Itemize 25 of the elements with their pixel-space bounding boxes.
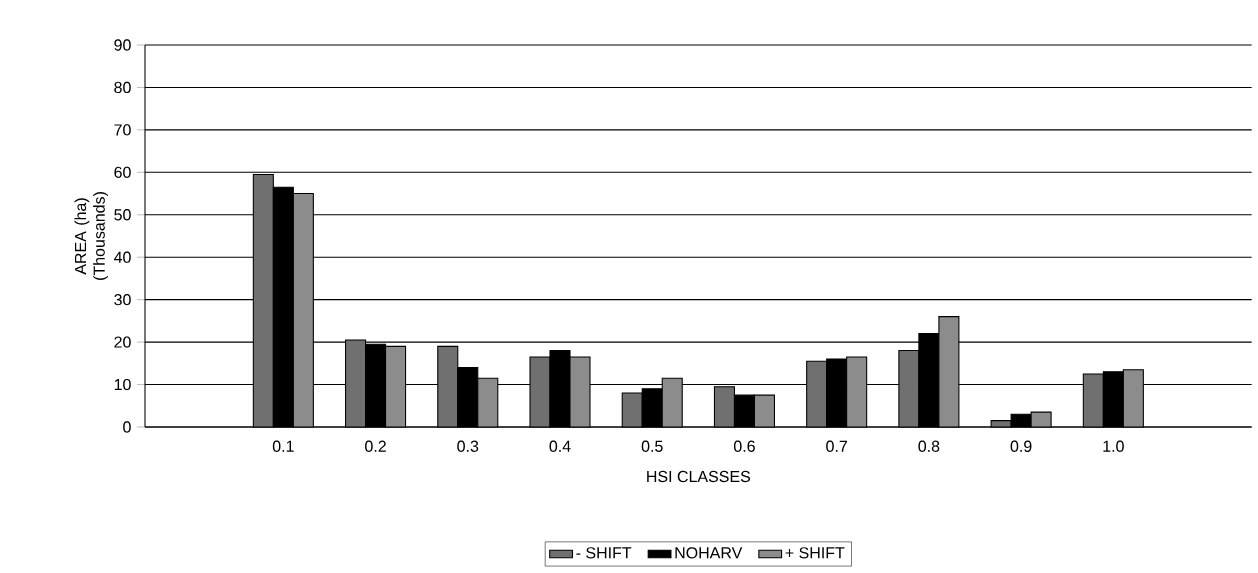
y-tick-label: 90 bbox=[114, 39, 131, 51]
legend-label: + SHIFT bbox=[785, 547, 845, 559]
x-tick-label: 1.0 bbox=[1103, 440, 1124, 452]
x-tick-label: 0.8 bbox=[918, 440, 940, 452]
x-tick-label: 0.3 bbox=[457, 440, 479, 452]
y-tick-label: 0 bbox=[123, 421, 131, 433]
y-tick-label: 80 bbox=[114, 81, 131, 94]
x-axis-title: HSI CLASSES bbox=[647, 470, 751, 483]
y-tick-label: 10 bbox=[114, 378, 131, 391]
x-tick-label: 0.4 bbox=[549, 440, 571, 452]
x-tick-label: 0.9 bbox=[1010, 440, 1032, 452]
y-tick-label: 50 bbox=[114, 209, 131, 221]
x-tick-label: 0.5 bbox=[641, 440, 663, 452]
y-axis-title: AREA (ha) (Thousands) bbox=[74, 192, 108, 280]
y-tick-label: 60 bbox=[114, 166, 131, 178]
y-tick-label: 70 bbox=[114, 124, 131, 136]
legend-label: NOHARV bbox=[675, 547, 743, 559]
legend-label: - SHIFT bbox=[576, 547, 632, 559]
x-tick-label: 0.7 bbox=[826, 440, 847, 452]
y-tick-label: 40 bbox=[113, 251, 131, 263]
x-tick-label: 0.1 bbox=[272, 440, 294, 452]
x-tick-label: 0.2 bbox=[365, 440, 386, 452]
y-tick-label: 20 bbox=[114, 336, 131, 348]
y-tick-label: 30 bbox=[114, 294, 131, 306]
x-tick-label: 0.6 bbox=[733, 440, 755, 452]
